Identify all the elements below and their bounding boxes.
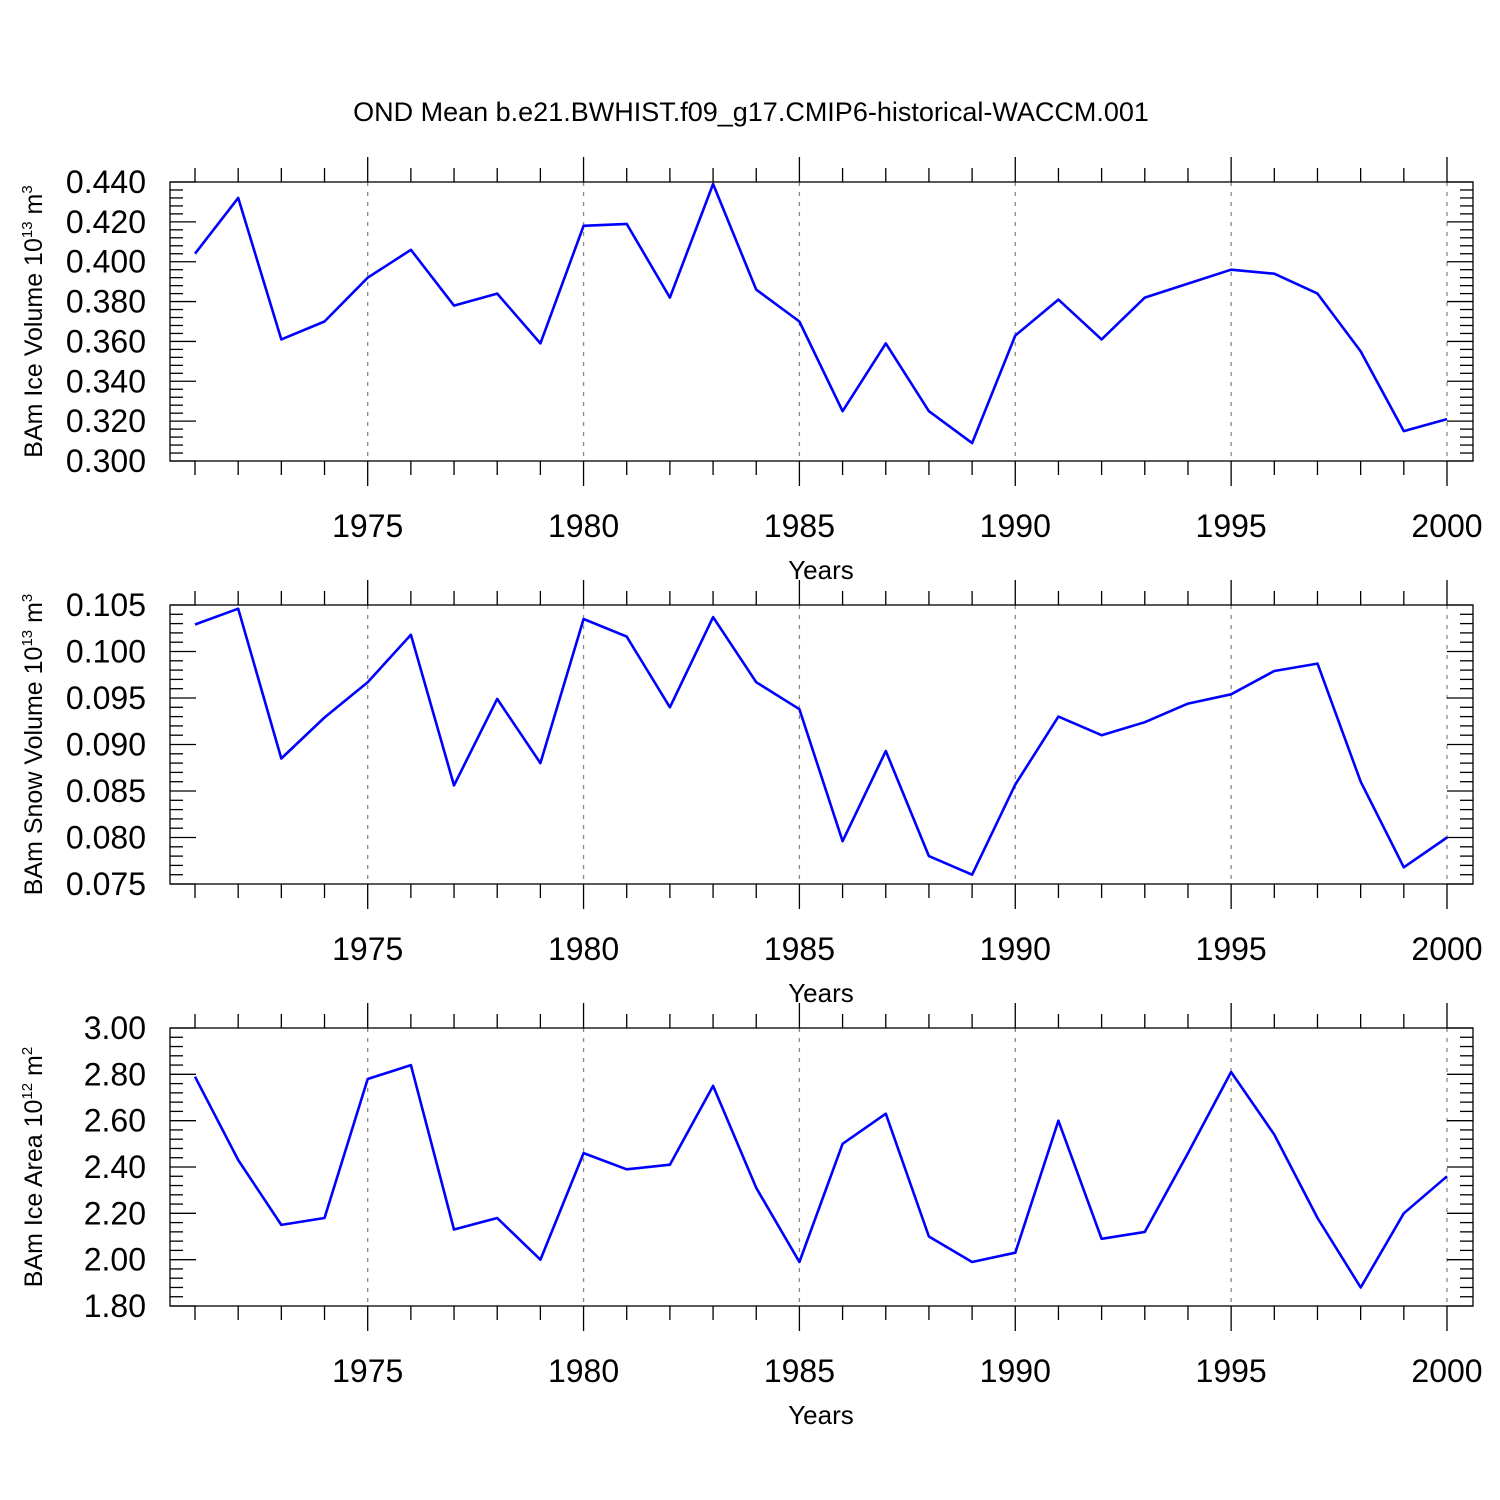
series-line (194, 607, 1448, 877)
x-tick-label: 1980 (548, 1353, 619, 1389)
y-axis-label-text: BAm Ice Volume 10 (20, 238, 48, 458)
x-axis-label: Years (788, 555, 854, 585)
y-axis-label-superscript: 3 (19, 185, 36, 193)
x-tick-label: 1990 (980, 508, 1051, 544)
x-tick-label: 1995 (1196, 931, 1267, 967)
y-axis-label-superscript: 13 (19, 630, 36, 647)
x-tick-label: 2000 (1411, 508, 1482, 544)
y-tick-label: 0.090 (66, 727, 146, 763)
y-tick-label: 0.320 (66, 403, 146, 439)
x-tick-label: 1975 (332, 508, 403, 544)
y-tick-label: 2.20 (84, 1195, 146, 1231)
y-tick-label: 0.095 (66, 680, 146, 716)
y-axis-label-text: m (20, 194, 48, 222)
x-tick-label: 1975 (332, 931, 403, 967)
y-tick-label: 0.300 (66, 443, 146, 479)
y-axis-label: BAm Ice Volume 1013 m3 (19, 185, 48, 457)
y-tick-label: 0.360 (66, 323, 146, 359)
x-tick-label: 1990 (980, 1353, 1051, 1389)
x-tick-label: 2000 (1411, 1353, 1482, 1389)
plot-frame (169, 604, 1474, 885)
y-tick-label: 0.420 (66, 204, 146, 240)
chart-panel-2: 0.075 0.080 0.085 0.090 0.095 0.100 0.105 1975 1… (19, 580, 1483, 1008)
x-tick-label: 2000 (1411, 931, 1482, 967)
series-line (193, 1063, 1448, 1289)
y-tick-label: 0.340 (66, 363, 146, 399)
y-tick-label: 0.440 (66, 164, 146, 200)
y-axis-label-text: m (20, 602, 48, 630)
x-tick-label: 1975 (332, 1353, 403, 1389)
svg-text:BAm Ice Volume 1013 m3: BAm Ice Volume 1013 m3 (19, 185, 48, 457)
y-tick-label: 2.60 (84, 1103, 146, 1139)
y-tick-label: 0.075 (66, 866, 146, 902)
x-axis-label: Years (788, 1400, 854, 1430)
x-tick-label: 1985 (764, 508, 835, 544)
x-tick-label: 1985 (764, 1353, 835, 1389)
y-tick-label: 2.80 (84, 1056, 146, 1092)
x-tick-label: 1990 (980, 931, 1051, 967)
x-tick-label: 1980 (548, 508, 619, 544)
svg-text:BAm Snow Volume 1013 m3: BAm Snow Volume 1013 m3 (19, 594, 48, 896)
y-axis-label-text: BAm Ice Area 10 (20, 1100, 48, 1288)
y-tick-label: 0.085 (66, 773, 146, 809)
chart-title: OND Mean b.e21.BWHIST.f09_g17.CMIP6-hist… (353, 97, 1149, 127)
x-tick-label: 1995 (1196, 1353, 1267, 1389)
y-tick-label: 0.380 (66, 284, 146, 320)
y-tick-label: 2.00 (84, 1242, 146, 1278)
series-line (193, 182, 1448, 445)
svg-text:BAm Ice Area 1012 m2: BAm Ice Area 1012 m2 (19, 1047, 48, 1287)
plot-frame (169, 181, 1474, 462)
y-tick-label: 0.105 (66, 587, 146, 623)
y-tick-label: 0.100 (66, 634, 146, 670)
y-axis-label-text: BAm Snow Volume 10 (20, 647, 48, 896)
plot-frame (169, 1027, 1474, 1307)
y-axis-label-superscript: 2 (19, 1047, 36, 1055)
y-tick-label: 0.400 (66, 244, 146, 280)
y-tick-label: 2.40 (84, 1149, 146, 1185)
y-axis-label-superscript: 3 (19, 594, 36, 602)
x-tick-label: 1980 (548, 931, 619, 967)
chart-panel-3: 1.80 2.00 2.20 2.40 2.60 2.80 3.00 1975 1980 1985… (19, 1003, 1483, 1430)
y-tick-label: 3.00 (84, 1010, 146, 1046)
y-tick-label: 1.80 (84, 1288, 146, 1324)
y-tick-label: 0.080 (66, 820, 146, 856)
x-tick-label: 1985 (764, 931, 835, 967)
y-axis-label-superscript: 13 (19, 221, 36, 238)
x-axis-label: Years (788, 978, 854, 1008)
y-axis-label-text: m (20, 1055, 48, 1083)
y-axis-label: BAm Snow Volume 1013 m3 (19, 594, 48, 896)
y-axis-label: BAm Ice Area 1012 m2 (19, 1047, 48, 1287)
x-tick-label: 1995 (1196, 508, 1267, 544)
y-axis-label-superscript: 12 (19, 1083, 36, 1100)
